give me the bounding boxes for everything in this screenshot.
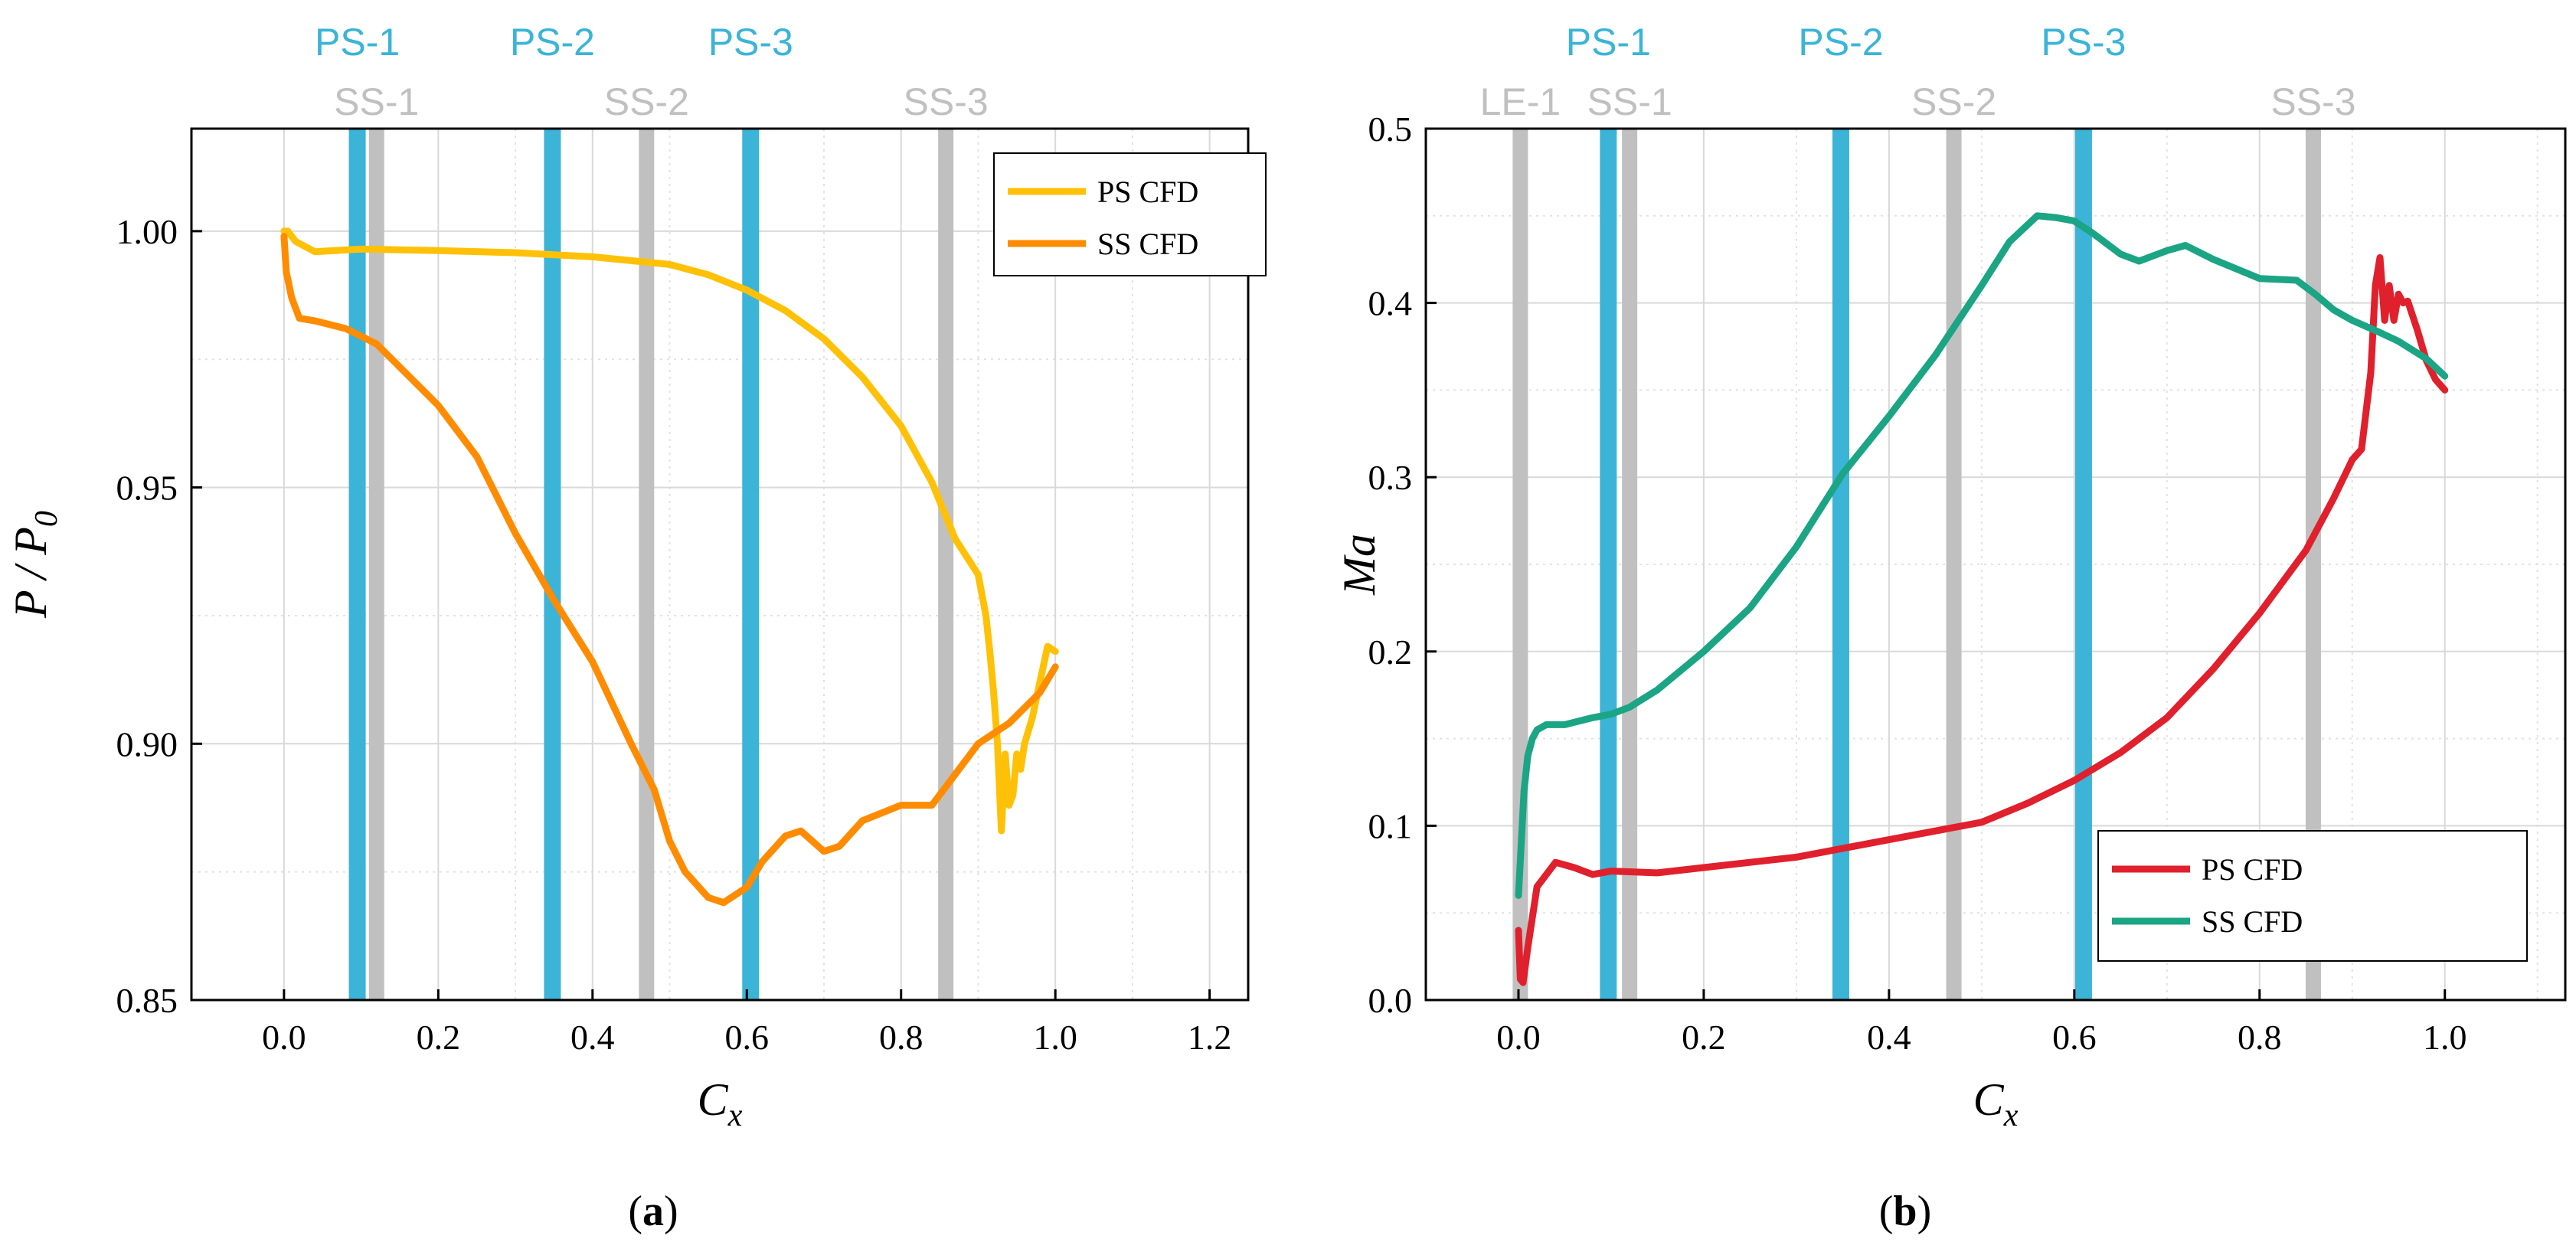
panel-b-series bbox=[1515, 212, 2449, 986]
panel-b-x-tick-label: 0.2 bbox=[1682, 1018, 1726, 1057]
panel-b-x-axis-label-main: C bbox=[1973, 1074, 2005, 1125]
panel-b-marker-label-ss-3: SS-3 bbox=[2270, 80, 2355, 123]
panel-a-y-tick-label: 0.85 bbox=[116, 981, 178, 1020]
panel-a-caption-close: ) bbox=[664, 1188, 678, 1235]
panel-a-y-tick-label: 1.00 bbox=[116, 212, 178, 251]
panel-b-caption: (b) bbox=[1879, 1188, 1931, 1235]
panel-b-caption-open: ( bbox=[1879, 1188, 1894, 1235]
panel-a-x-tick-label: 1.0 bbox=[1033, 1018, 1077, 1057]
panel-b-y-tick-label: 0.3 bbox=[1368, 458, 1413, 497]
panel-b-x-tick-label: 0.0 bbox=[1496, 1018, 1541, 1057]
panel-a-marker-band-ss-3 bbox=[938, 129, 954, 1000]
panel-a-x-tick-label: 0.4 bbox=[570, 1018, 615, 1057]
panel-b-y-tick-label: 0.4 bbox=[1368, 284, 1413, 323]
panel-b-marker-band-ss-2 bbox=[1946, 129, 1962, 1000]
panel-b-marker-label-le-1: LE-1 bbox=[1480, 80, 1561, 123]
panel-b-marker-band-ss-1 bbox=[1622, 129, 1638, 1000]
panel-a-marker-label-ss-3: SS-3 bbox=[904, 80, 989, 123]
panel-b-marker-label-ps-3: PS-3 bbox=[2041, 21, 2126, 64]
panel-a-caption-open: ( bbox=[628, 1188, 642, 1235]
panel-a-legend-box bbox=[993, 152, 1267, 276]
panel-a-x-axis-label: Cx bbox=[698, 1074, 743, 1133]
panel-b-marker-label-ss-1: SS-1 bbox=[1587, 80, 1672, 123]
panel-b-y-tick-label: 0.5 bbox=[1368, 109, 1413, 149]
panel-b-x-axis-label-sub: x bbox=[2003, 1098, 2019, 1133]
panel-b-x-tick-label: 0.4 bbox=[1867, 1018, 1911, 1057]
panel-b-marker-band-ps-2 bbox=[1832, 129, 1849, 1000]
panel-a-caption-letter: a bbox=[642, 1188, 664, 1235]
panel-b-legend: PS CFD SS CFD bbox=[2097, 830, 2528, 962]
panel-a-series-line-ss-cfd bbox=[280, 233, 1059, 907]
panel-a-x-axis-label-main: C bbox=[698, 1074, 729, 1125]
panel-b-x-tick-label: 0.8 bbox=[2238, 1018, 2282, 1057]
panel-a-marker-band-ps-2 bbox=[544, 129, 561, 1000]
panel-b-x-tick-label: 1.0 bbox=[2423, 1018, 2467, 1057]
panel-a-marker-band-ss-1 bbox=[368, 129, 384, 1000]
panel-a-station-markers: PS-1 PS-2 PS-3 SS-1 SS-2 SS-3 bbox=[315, 21, 989, 1000]
panel-a-x-tick-label: 0.0 bbox=[262, 1018, 306, 1057]
panel-a-plot-frame bbox=[190, 127, 1250, 1002]
panel-a-legend: PS CFD SS CFD bbox=[993, 152, 1267, 276]
panel-a-legend-label-ss-cfd: SS CFD bbox=[1097, 227, 1198, 261]
panel-b-legend-label-ss-cfd: SS CFD bbox=[2202, 904, 2303, 939]
panel-a-x-tick-label: 1.2 bbox=[1188, 1018, 1232, 1057]
panel-a-x-tick-label: 0.2 bbox=[417, 1018, 461, 1057]
panel-a-marker-band-ps-1 bbox=[348, 129, 366, 1000]
panel-a-series bbox=[280, 227, 1059, 907]
panel-b-plot-frame bbox=[1424, 127, 2567, 1002]
panel-b-series-line-ps-cfd bbox=[1515, 253, 2449, 986]
panel-a-ticks: 0.0 0.2 0.4 0.6 0.8 1.0 1.2 0.85 0.90 0.95 1.00 bbox=[116, 212, 1232, 1057]
panel-b-y-axis-label: Ma bbox=[1334, 534, 1384, 596]
panel-b-y-tick-label: 0.2 bbox=[1368, 632, 1413, 672]
panel-a-x-axis-label-sub: x bbox=[727, 1098, 743, 1133]
panel-b-marker-label-ss-2: SS-2 bbox=[1911, 80, 1996, 123]
panel-a-y-axis-label-sub: 0 bbox=[29, 511, 64, 527]
panel-a-marker-label-ss-2: SS-2 bbox=[604, 80, 689, 123]
chart-panel-a: PS-1 PS-2 PS-3 SS-1 SS-2 SS-3 0.0 0.2 0.4 0.6 0.8 1… bbox=[5, 21, 1267, 1235]
panel-b-marker-band-ss-3 bbox=[2305, 129, 2321, 1000]
panel-a-y-tick-label: 0.90 bbox=[116, 724, 178, 763]
panel-b-legend-label-ps-cfd: PS CFD bbox=[2202, 852, 2303, 887]
panel-b-marker-label-ps-1: PS-1 bbox=[1566, 21, 1651, 64]
chart-panel-b: LE-1PS-1 PS-2 PS-3 SS-1 SS-2 SS-3 0.0 0.2 0.4 0.6… bbox=[1334, 21, 2567, 1235]
panel-a-legend-label-ps-cfd: PS CFD bbox=[1097, 175, 1198, 209]
panel-a-y-axis-label-main: P / P bbox=[5, 527, 56, 619]
panel-b-legend-box bbox=[2097, 830, 2528, 962]
panel-b-series-line-ss-cfd bbox=[1515, 212, 2449, 899]
panel-b-caption-close: ) bbox=[1917, 1188, 1932, 1235]
panel-a-x-tick-label: 0.8 bbox=[879, 1018, 924, 1057]
panel-b-x-axis-label: Cx bbox=[1973, 1074, 2019, 1133]
panel-b-marker-band-ps-3 bbox=[2074, 129, 2092, 1000]
panel-a-series-line-ps-cfd bbox=[280, 227, 1059, 835]
panel-a-marker-label-ps-1: PS-1 bbox=[315, 21, 400, 64]
panel-a-marker-label-ps-3: PS-3 bbox=[708, 21, 793, 64]
panel-a-marker-band-ps-3 bbox=[742, 129, 760, 1000]
panel-b-x-tick-label: 0.6 bbox=[2052, 1018, 2097, 1057]
panel-b-marker-label-ps-2: PS-2 bbox=[1798, 21, 1883, 64]
panel-b-ticks: 0.0 0.2 0.4 0.6 0.8 1.0 0.0 0.1 0.2 0.3 0.4 0.5 bbox=[1368, 109, 2467, 1057]
panel-b-y-tick-label: 0.1 bbox=[1368, 806, 1413, 845]
panel-a-caption: (a) bbox=[628, 1188, 678, 1235]
panel-b-caption-letter: b bbox=[1893, 1188, 1917, 1235]
panel-a-y-tick-label: 0.95 bbox=[116, 469, 178, 508]
panel-a-marker-label-ps-2: PS-2 bbox=[510, 21, 595, 64]
panel-b-y-tick-label: 0.0 bbox=[1368, 981, 1413, 1020]
panel-b-marker-band-ps-1 bbox=[1600, 129, 1617, 1000]
panel-a-y-axis-label: P / P0 bbox=[5, 511, 64, 619]
panel-b-station-markers: LE-1PS-1 PS-2 PS-3 SS-1 SS-2 SS-3 bbox=[1480, 21, 2356, 1000]
panel-a-marker-label-ss-1: SS-1 bbox=[334, 80, 419, 123]
panel-a-x-tick-label: 0.6 bbox=[725, 1018, 770, 1057]
